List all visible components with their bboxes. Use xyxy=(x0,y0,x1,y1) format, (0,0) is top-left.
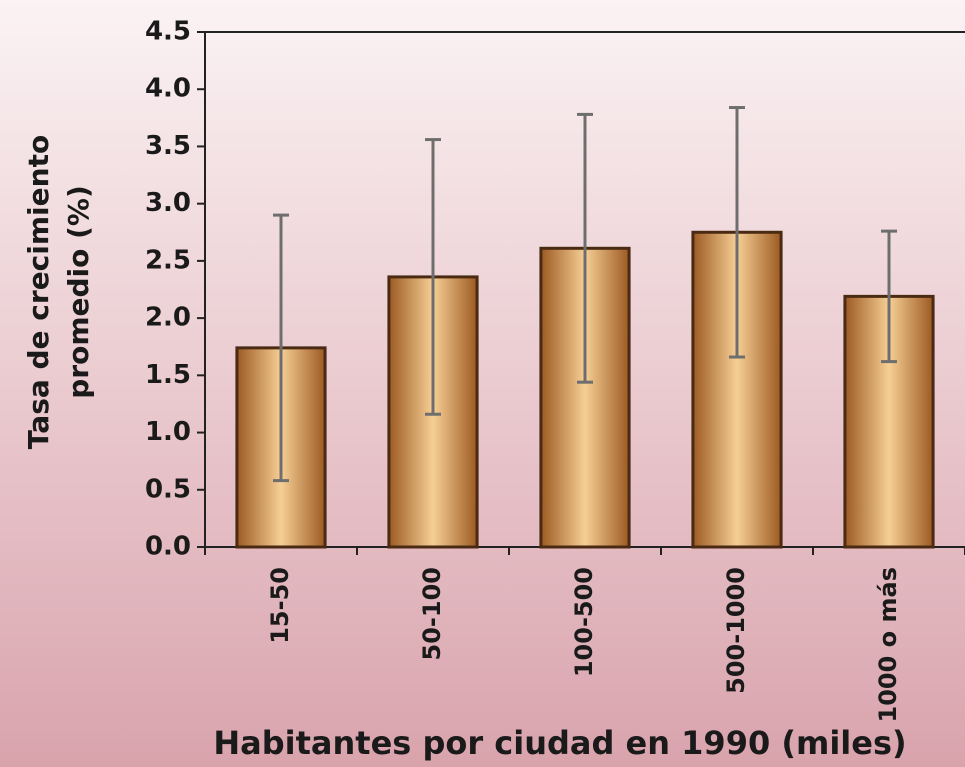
y-tick-label: 1.5 xyxy=(145,360,191,390)
x-tick-label: 50-100 xyxy=(418,567,446,660)
y-tick-label: 2.0 xyxy=(145,303,191,333)
y-tick-label: 4.0 xyxy=(145,74,191,104)
x-tick-label: 500-1000 xyxy=(722,567,750,694)
y-tick-label: 3.0 xyxy=(145,188,191,218)
x-tick-label: 100-500 xyxy=(570,567,598,677)
y-tick-label: 4.5 xyxy=(145,17,191,47)
y-tick-label: 2.5 xyxy=(145,245,191,275)
y-tick-label: 0.5 xyxy=(145,474,191,504)
x-tick-label: 1000 o más xyxy=(874,567,902,722)
y-tick-label: 1.0 xyxy=(145,417,191,447)
y-axis-title: promedio (%) xyxy=(62,185,95,399)
y-tick-label: 3.5 xyxy=(145,131,191,161)
x-tick-label: 15-50 xyxy=(266,567,294,644)
x-axis-title: Habitantes por ciudad en 1990 (miles) xyxy=(213,724,906,762)
y-axis-title: Tasa de crecimiento xyxy=(22,135,55,449)
y-tick-label: 0.0 xyxy=(145,532,191,562)
